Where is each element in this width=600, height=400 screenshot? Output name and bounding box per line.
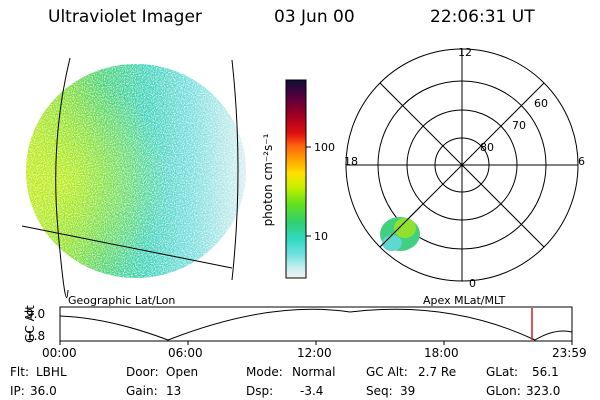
glon-label: GLon: (486, 384, 521, 398)
flt-label: Flt: (10, 365, 29, 379)
glat-value: 56.1 (532, 365, 559, 379)
gcalt-label: GC Alt: (366, 365, 408, 379)
mode-value: Normal (292, 365, 336, 379)
geo-grid-lines (21, 57, 239, 298)
geo-panel-label: Geographic Lat/Lon (68, 294, 176, 307)
instrument-title: Ultraviolet Imager (48, 7, 202, 27)
mlat-label-70: 70 (512, 119, 526, 132)
mlt-label-0: 0 (469, 277, 476, 290)
ip-value: 36.0 (30, 384, 57, 398)
dsp-value: -3.4 (300, 384, 324, 398)
date-label: 03 Jun 00 (274, 7, 355, 27)
colorbar-tick-10: 10 (314, 230, 328, 243)
glon-value: 323.0 (526, 384, 561, 398)
glat-label: GLat: (486, 365, 519, 379)
mlt-label-12: 12 (458, 46, 472, 59)
mlat-label-60: 60 (534, 97, 548, 110)
seq-label: Seq: (366, 384, 393, 398)
timeline-ytick-low: 1.8 (26, 329, 46, 343)
timeline-xtick-1200: 12:00 (297, 346, 332, 360)
mlat-label-80: 80 (480, 141, 494, 154)
time-label: 22:06:31 UT (430, 7, 535, 27)
mlt-label-6: 6 (578, 155, 585, 168)
gain-label: Gain: (126, 384, 158, 398)
timeline-xtick-2359: 23:59 (552, 346, 587, 360)
flt-value: LBHL (36, 365, 67, 379)
polar-panel-label: Apex MLat/MLT (423, 294, 506, 307)
earth-disk (26, 64, 246, 278)
ip-label: IP: (10, 384, 25, 398)
gain-value: 13 (166, 384, 182, 398)
dsp-label: Dsp: (246, 384, 274, 398)
gcalt-value: 2.7 Re (418, 365, 457, 379)
polar-aurora-blob (380, 217, 420, 251)
seq-value: 39 (400, 384, 416, 398)
mode-label: Mode: (246, 365, 283, 379)
door-label: Door: (126, 365, 159, 379)
timeline-xtick-0000: 00:00 (42, 346, 77, 360)
mlt-label-18: 18 (344, 155, 358, 168)
timeline-xtick-0600: 06:00 (168, 346, 203, 360)
colorbar-tick-100: 100 (314, 141, 335, 154)
door-value: Open (166, 365, 199, 379)
timeline-xtick-1800: 18:00 (424, 346, 459, 360)
timeline-ytick-high: 9.0 (26, 307, 46, 321)
